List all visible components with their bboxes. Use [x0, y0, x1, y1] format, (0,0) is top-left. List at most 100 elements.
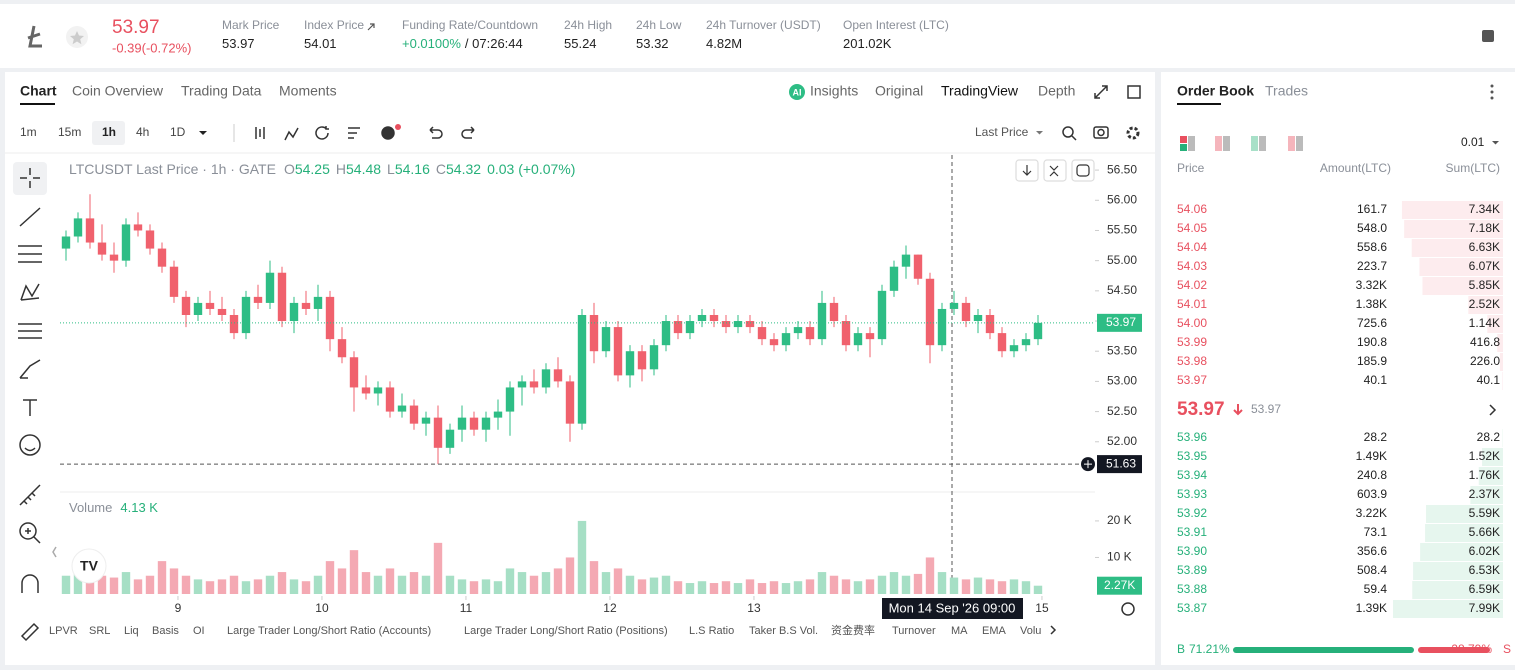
interval[interactable]: 1m [20, 125, 37, 139]
book-price[interactable]: 54.00 [1177, 316, 1207, 330]
book-amount: 725.6 [1357, 316, 1387, 330]
volume-bar [901, 575, 911, 594]
undo-redo[interactable] [429, 126, 475, 139]
indicator[interactable]: Large Trader Long/Short Ratio (Positions… [464, 625, 668, 637]
indicator[interactable]: SRL [89, 625, 110, 637]
book-price[interactable]: 53.88 [1177, 582, 1207, 596]
indicator[interactable]: Basis [152, 625, 179, 637]
book-price[interactable]: 54.05 [1177, 221, 1207, 235]
volume-bar [865, 579, 875, 594]
tick-size[interactable]: 0.01 [1461, 135, 1485, 149]
collapse-arrow[interactable] [52, 546, 57, 558]
book-price[interactable]: 53.90 [1177, 544, 1207, 558]
book-amount: 1.39K [1356, 601, 1387, 615]
indicator[interactable]: Taker B.S Vol. [749, 625, 818, 637]
tick-size-dropdown[interactable] [1492, 141, 1499, 145]
book-price[interactable]: 53.92 [1177, 506, 1207, 520]
book-price[interactable]: 53.87 [1177, 601, 1207, 615]
book-price[interactable]: 53.95 [1177, 449, 1207, 463]
price-source[interactable]: Last Price [975, 125, 1029, 139]
price-source-dropdown[interactable] [1036, 131, 1043, 135]
book-price[interactable]: 54.01 [1177, 297, 1207, 311]
indicator[interactable]: L.S Ratio [689, 625, 734, 637]
view-tab[interactable]: Insights [810, 83, 858, 99]
view-tab[interactable]: Original [875, 83, 923, 99]
book-price[interactable]: 53.97 [1177, 373, 1207, 387]
mark-price: 53.97 [1251, 402, 1281, 416]
trades-tab[interactable]: Trades [1265, 83, 1308, 99]
indicator[interactable]: Volu [1020, 625, 1041, 637]
view-tab[interactable]: TradingView [941, 83, 1019, 99]
depth-bar [1404, 220, 1503, 238]
drawing-tools[interactable] [18, 168, 42, 642]
chart-tab[interactable]: Trading Data [181, 83, 262, 99]
interval[interactable]: 1h [102, 125, 116, 139]
interval[interactable]: 4h [136, 125, 149, 139]
indicators-next[interactable] [1050, 625, 1057, 635]
book-price[interactable]: 53.99 [1177, 335, 1207, 349]
book-price[interactable]: 53.93 [1177, 487, 1207, 501]
book-sum: 1.14K [1469, 316, 1500, 330]
book-price[interactable]: 53.98 [1177, 354, 1207, 368]
chart-tab[interactable]: Coin Overview [72, 83, 164, 99]
stat-label: Index Price [304, 18, 364, 32]
indicator[interactable]: EMA [982, 625, 1007, 637]
indicator[interactable]: Liq [124, 625, 139, 637]
svg-text:TV: TV [80, 558, 99, 574]
right-toolbar-icons[interactable] [1062, 126, 1140, 141]
view-tab[interactable]: Depth [1038, 83, 1075, 99]
book-price[interactable]: 53.96 [1177, 430, 1207, 444]
volume-bar [121, 572, 131, 594]
settings-icon[interactable] [1121, 602, 1135, 616]
chart-buttons[interactable] [1015, 159, 1095, 182]
depth-bar [1478, 467, 1503, 485]
volume-bar [61, 575, 71, 594]
indicator[interactable]: Large Trader Long/Short Ratio (Accounts) [227, 625, 431, 637]
book-price[interactable]: 54.02 [1177, 278, 1207, 292]
mid-more[interactable] [1489, 404, 1497, 416]
indicator[interactable]: Turnover [892, 625, 936, 637]
book-sum: 5.85K [1469, 278, 1500, 292]
indicator[interactable]: LPVR [49, 625, 78, 637]
indicator[interactable]: 资金费率 [831, 623, 875, 637]
book-view-icons[interactable] [1180, 136, 1303, 151]
depth-bar [1422, 277, 1503, 295]
indicator[interactable]: OI [193, 625, 205, 637]
candle-body [433, 417, 443, 448]
favorite-button[interactable] [66, 26, 88, 48]
volume-bar [961, 579, 971, 594]
stat-label: Open Interest (LTC) [843, 18, 949, 32]
chart-tab[interactable]: Chart [20, 83, 57, 99]
chart-tab[interactable]: Moments [279, 83, 337, 99]
candle-body [517, 381, 527, 388]
candle-body [313, 296, 323, 309]
book-price[interactable]: 54.06 [1177, 202, 1207, 216]
candle-body [829, 302, 839, 322]
more-menu[interactable] [1490, 84, 1494, 100]
interval-dropdown[interactable] [199, 131, 207, 135]
interval[interactable]: 15m [58, 125, 81, 139]
book-price[interactable]: 53.94 [1177, 468, 1207, 482]
volume-bar [229, 575, 239, 594]
volume-bar [493, 581, 503, 594]
interval[interactable]: 1D [170, 125, 186, 139]
header-icon[interactable] [1482, 30, 1494, 42]
book-amount: 190.8 [1357, 335, 1387, 349]
indicator[interactable]: MA [951, 625, 968, 637]
book-price[interactable]: 53.91 [1177, 525, 1207, 539]
volume-bar [349, 550, 359, 594]
volume-bar [541, 572, 551, 594]
book-price[interactable]: 54.03 [1177, 259, 1207, 273]
stat-value-text: 53.97 [222, 36, 255, 51]
volume-bar [421, 575, 431, 594]
candle-body [913, 254, 923, 279]
ohlc-value: 54.25 [295, 161, 330, 177]
window-icon[interactable] [1127, 85, 1141, 99]
fullscreen-icon[interactable] [1094, 85, 1108, 99]
book-price[interactable]: 53.89 [1177, 563, 1207, 577]
candle-body [193, 302, 203, 315]
book-price[interactable]: 54.04 [1177, 240, 1207, 254]
index-link-icon [367, 23, 375, 31]
orderbook-tab[interactable]: Order Book [1177, 83, 1254, 99]
volume-bar [193, 579, 203, 594]
